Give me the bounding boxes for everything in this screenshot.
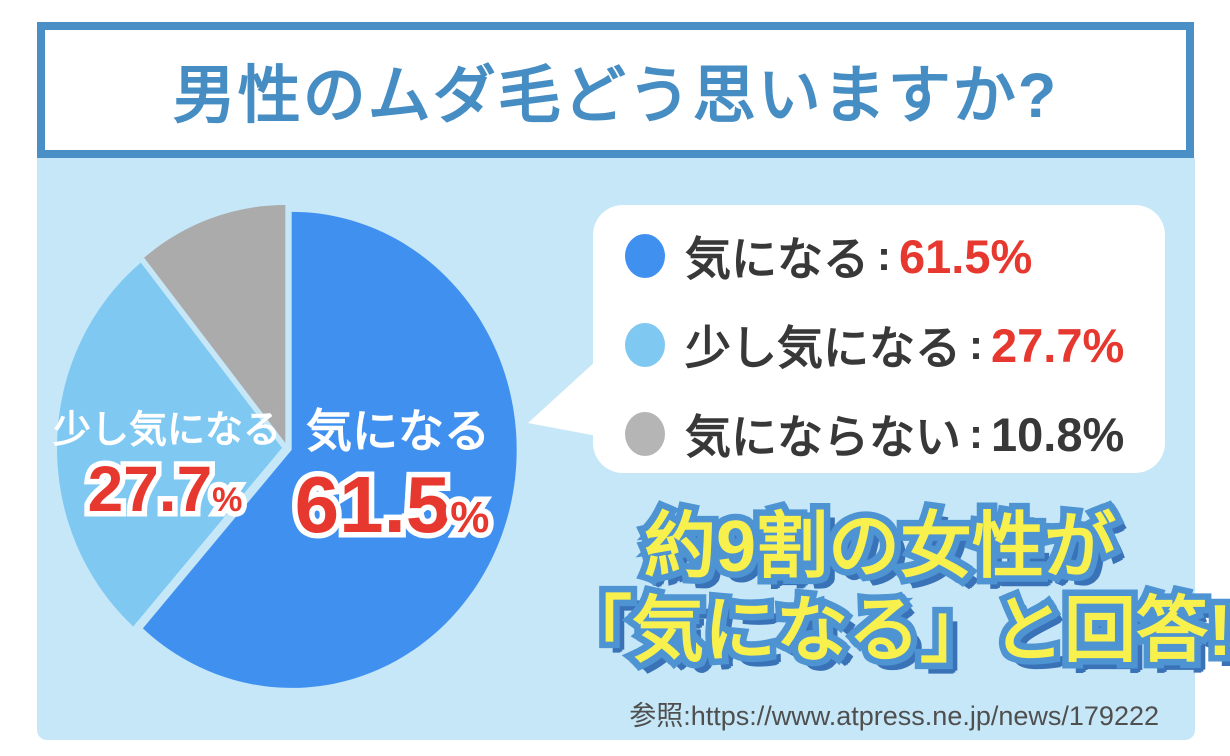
speech-bubble-tail — [528, 360, 597, 436]
pie-value-number: 27.7 — [88, 452, 213, 526]
callout-line-2: 「気になる」と回答! — [560, 589, 1230, 673]
callout-headline: 約9割の女性が 「気になる」と回答! — [560, 505, 1230, 673]
legend-row-concerned: 気になる : 61.5% — [625, 230, 1165, 285]
page-title: 男性のムダ毛どう思いますか? — [172, 60, 1059, 131]
legend-value-0: 61.5% — [899, 229, 1033, 283]
legend-dot-2 — [625, 412, 665, 456]
legend-dot-1 — [625, 323, 665, 367]
pie-slice-1 — [57, 262, 283, 627]
pie-value-number: 61.5 — [295, 459, 451, 551]
pie-chart — [57, 204, 517, 688]
pie-slice-value-slightly-concerned: 27.7% — [88, 452, 243, 526]
legend-separator: : — [877, 232, 891, 279]
legend-label: 少し気になる — [685, 322, 961, 374]
pie-slice-label-slightly-concerned: 少し気になる — [52, 409, 282, 452]
legend-box: 気になる : 61.5% 少し気になる : 27.7% 気にならない : 10.… — [593, 205, 1165, 473]
legend-separator: : — [969, 410, 983, 457]
pie-slice-2 — [144, 204, 286, 444]
legend-label: 気になる — [685, 233, 869, 285]
legend-label: 気にならない — [685, 411, 961, 463]
reference-url: 参照:https://www.atpress.ne.jp/news/179222 — [629, 701, 1159, 731]
pie-slice-value-concerned: 61.5% — [295, 459, 490, 551]
legend-separator: : — [969, 321, 983, 368]
callout-line-1: 約9割の女性が — [560, 505, 1200, 589]
legend-dot-0 — [625, 234, 665, 278]
legend-value-1: 27.7% — [991, 318, 1125, 372]
pie-slice-label-concerned: 気になる — [306, 405, 490, 457]
legend-value-2: 10.8% — [991, 407, 1125, 461]
chart-panel: 気になる 61.5% 少し気になる 27.7% 気になる : 61.5% 少し気… — [37, 158, 1230, 740]
pie-value-percent-sign: % — [212, 481, 242, 520]
legend-row-slightly-concerned: 少し気になる : 27.7% — [625, 319, 1165, 374]
title-box: 男性のムダ毛どう思いますか? — [37, 22, 1194, 158]
pie-slice-0 — [142, 211, 517, 688]
pie-value-percent-sign: % — [450, 493, 489, 543]
legend-row-not-concerned: 気にならない : 10.8% — [625, 408, 1165, 463]
